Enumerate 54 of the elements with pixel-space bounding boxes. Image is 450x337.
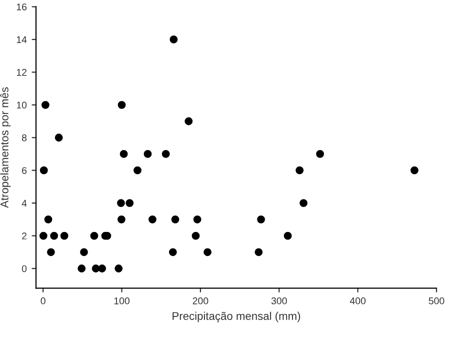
y-tick-label: 12	[16, 68, 26, 76]
x-tick-label: 100	[114, 297, 130, 304]
point	[134, 166, 142, 174]
point	[144, 150, 152, 158]
y-axis-title: Atropelamentos por mês	[0, 87, 11, 208]
point	[184, 117, 193, 126]
point	[39, 232, 48, 240]
point	[90, 232, 98, 240]
point	[114, 264, 123, 272]
y-tick-label: 8	[22, 134, 27, 142]
point	[171, 215, 180, 224]
x-tick-label: 0	[40, 297, 46, 304]
point	[98, 264, 106, 272]
point	[410, 166, 418, 174]
y-tick-label: 14	[16, 36, 27, 43]
point	[118, 215, 126, 224]
point	[44, 215, 52, 224]
point	[117, 199, 125, 208]
point	[40, 166, 48, 174]
x-tick-label: 200	[192, 297, 208, 304]
point	[47, 248, 55, 256]
y-tick-label: 2	[22, 232, 26, 240]
point	[192, 232, 200, 240]
point	[170, 36, 178, 44]
point	[41, 100, 50, 109]
point	[120, 150, 128, 158]
point	[54, 134, 63, 142]
point	[80, 248, 88, 256]
point	[284, 232, 292, 240]
y-tick-label: 0	[22, 265, 27, 272]
y-tick-label: 10	[16, 102, 27, 109]
x-tick-label: 400	[350, 297, 366, 304]
point	[60, 232, 68, 240]
point	[118, 100, 126, 109]
point	[296, 166, 304, 174]
point	[254, 248, 263, 256]
point	[204, 248, 212, 256]
point	[50, 232, 58, 240]
point	[92, 264, 100, 272]
point	[193, 215, 202, 224]
y-tick-label: 4	[22, 200, 27, 207]
point	[300, 199, 308, 208]
y-tick-label: 16	[16, 3, 27, 10]
x-axis-title: Precipitação mensal (mm)	[172, 312, 300, 322]
y-tick-label: 6	[22, 167, 27, 174]
point	[168, 248, 177, 256]
point	[257, 215, 265, 224]
x-tick-label: 300	[271, 297, 287, 304]
point	[316, 150, 324, 158]
point	[148, 215, 156, 224]
x-tick-label: 500	[428, 297, 444, 304]
point	[162, 150, 170, 158]
point	[78, 264, 86, 272]
point	[126, 199, 134, 208]
